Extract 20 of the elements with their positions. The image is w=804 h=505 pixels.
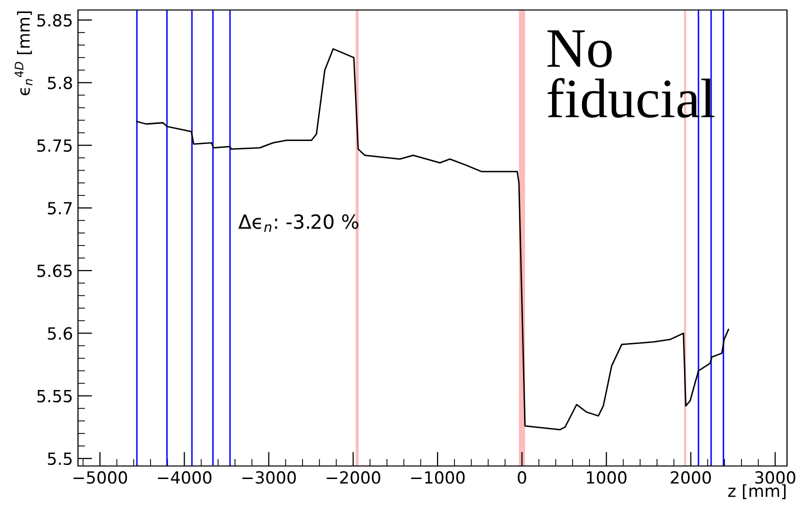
x-tick-label: −5000 [74,471,128,484]
x-tick-label: −1000 [411,471,465,484]
x-tick-label: 2000 [670,471,711,484]
y-tick-label: 5.85 [37,14,72,27]
y-tick-label: 5.75 [37,139,72,152]
x-tick-label: 1000 [586,471,626,484]
x-tick-label: 0 [518,471,526,484]
y-tick-label: 5.5 [48,452,72,466]
y-tick-label: 5.7 [48,202,72,215]
y-tick-label: 5.55 [37,390,72,402]
x-tick-label: −4000 [158,471,212,484]
y-tick-label: 5.6 [48,327,72,340]
x-tick-label: 3000 [755,471,796,484]
y-axis-title: ϵ$_{n}$$^{4D}$ [mm] [14,12,32,96]
x-axis-title: z [mm] [728,484,786,500]
y-tick-label: 5.8 [48,76,72,90]
annotation: Δϵ$_{n}$: -3.20 % [238,214,358,232]
x-tick-label: −2000 [326,471,380,484]
y-tick-label: 5.65 [37,264,72,278]
x-tick-label: −3000 [242,471,296,484]
